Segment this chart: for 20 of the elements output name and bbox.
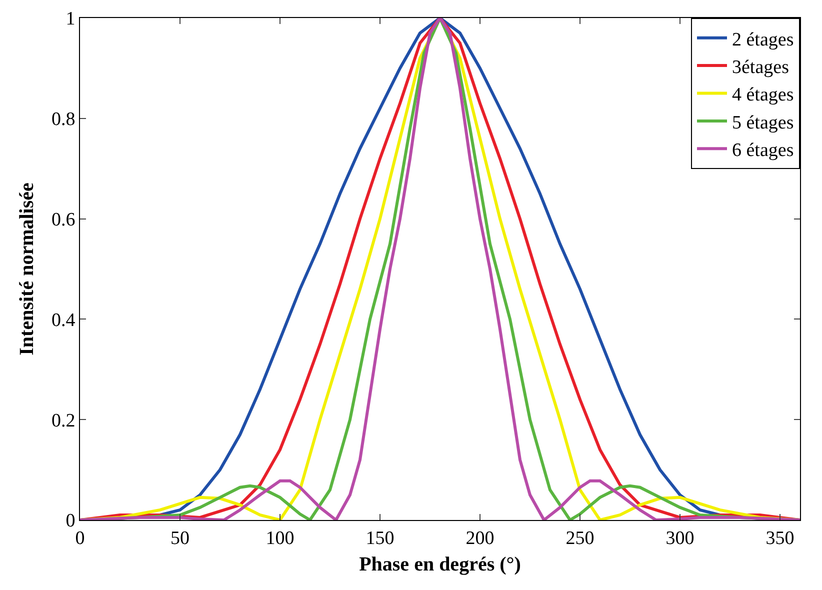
legend-label: 2 étages (732, 29, 794, 50)
x-tick-label: 100 (266, 528, 294, 549)
y-tick-label: 0.2 (51, 410, 76, 432)
x-axis-title: Phase en degrés (°) (359, 553, 521, 576)
x-tick-label: 300 (666, 528, 694, 549)
y-tick-label: 0.6 (51, 209, 76, 230)
y-tick-label: 0.8 (51, 109, 76, 130)
y-tick-label: 1 (66, 8, 76, 30)
legend-label: 4 étages (732, 84, 794, 106)
legend-label: 3étages (732, 56, 789, 78)
y-tick-label: 0.4 (51, 310, 76, 331)
x-tick-label: 50 (170, 528, 190, 549)
legend-label: 5 étages (732, 112, 794, 134)
y-tick-label: 0 (66, 510, 76, 532)
x-tick-label: 200 (466, 528, 494, 549)
x-tick-label: 150 (366, 528, 394, 549)
x-tick-label: 350 (766, 528, 794, 549)
legend-label: 6 étages (732, 140, 794, 162)
x-tick-label: 250 (566, 528, 594, 549)
y-axis-title: Intensité normalisée (16, 182, 38, 356)
